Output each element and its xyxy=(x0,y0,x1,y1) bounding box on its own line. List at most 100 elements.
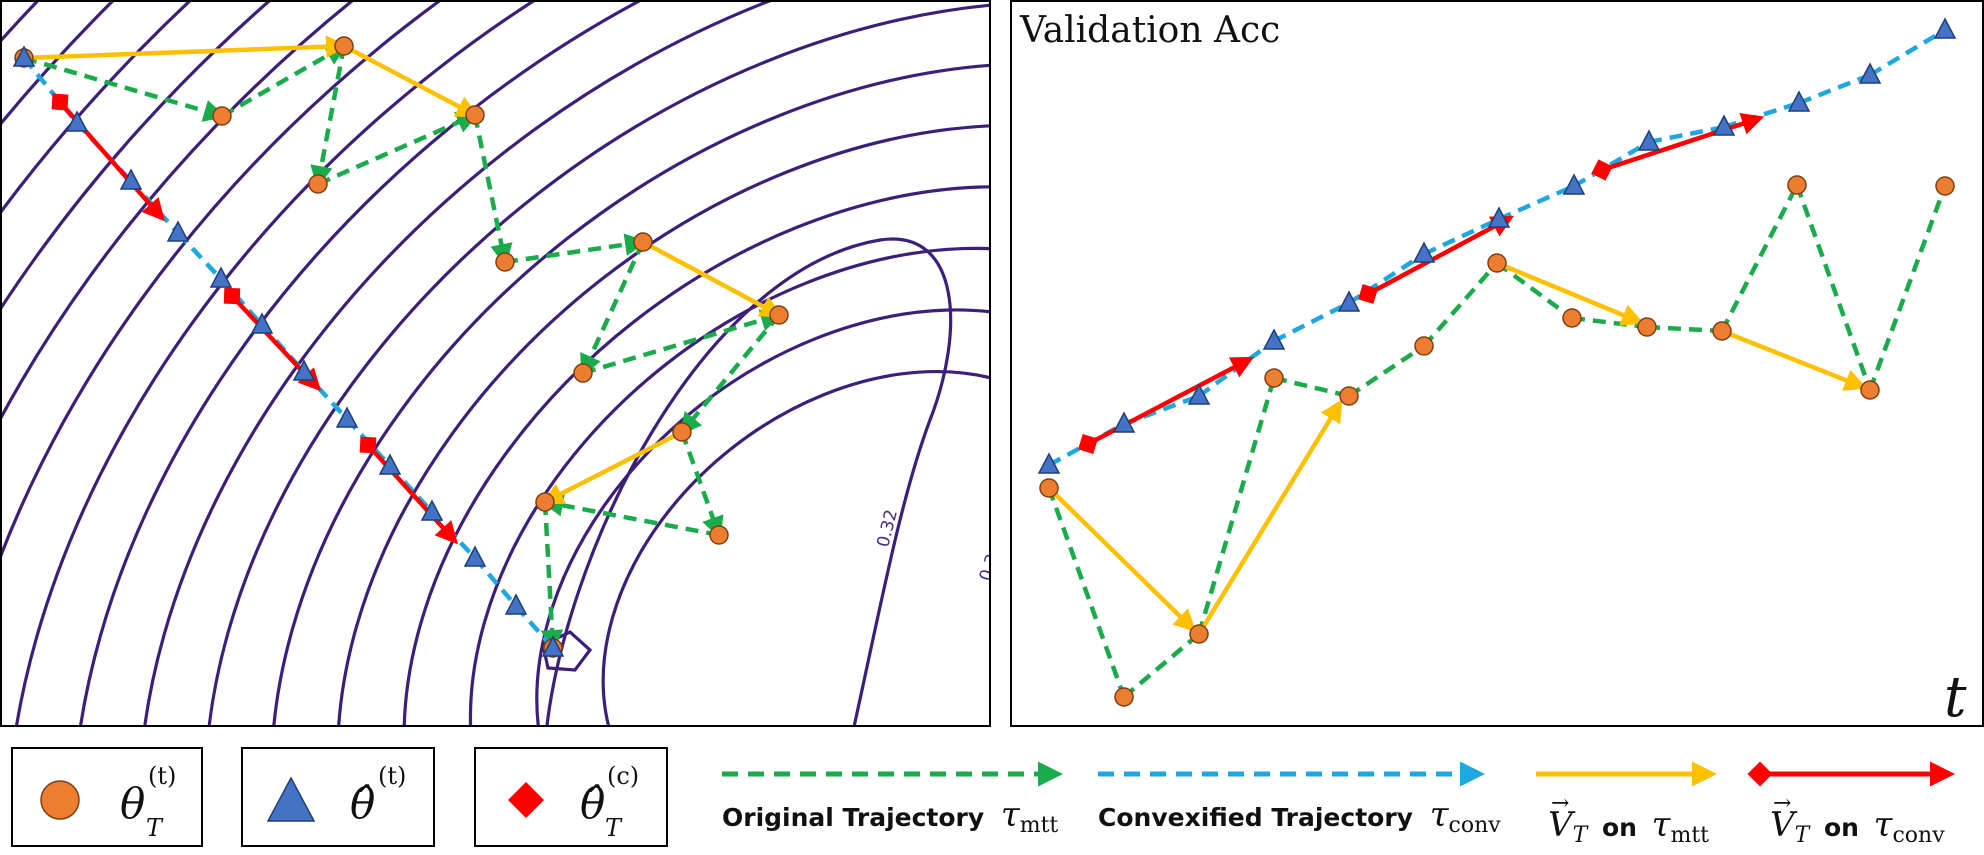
right-convex-step xyxy=(1572,140,1651,188)
legend-item-theta-hat-t: θ̂ (t) xyxy=(241,747,435,847)
blue-triangle-marker xyxy=(1787,90,1811,112)
blue-triangle-marker xyxy=(1933,17,1957,39)
legend-item-convexified-trajectory: Convexified Trajectory τconv xyxy=(1098,761,1501,838)
contour-line xyxy=(137,1,990,726)
legend-v-mtt-tau: τ xyxy=(1652,805,1672,845)
right-original-step xyxy=(1571,315,1648,330)
orange-circle-marker xyxy=(1264,368,1284,388)
legend-item-theta-t: θ (t) T xyxy=(11,747,203,847)
blue-triangle-marker xyxy=(292,359,316,381)
orange-circle-marker xyxy=(495,252,515,272)
right-original-step xyxy=(1646,324,1723,334)
blue-triangle-marker xyxy=(378,453,402,475)
legend-theta-hat-symbol: θ̂ xyxy=(350,779,375,828)
svg-text:VT on τconv: VT on τconv xyxy=(1770,805,1945,848)
right-v-mtt-arrow xyxy=(1721,328,1868,391)
blue-triangle-marker xyxy=(1187,383,1211,405)
orange-circle-icon xyxy=(40,780,80,820)
contour-line xyxy=(535,308,990,726)
orange-circle-marker xyxy=(465,105,485,125)
right-trajectories xyxy=(1037,17,1957,707)
legend-v-conv-sub: T xyxy=(1795,823,1812,848)
right-panel-validation-acc: Validation Acc t xyxy=(1010,0,1984,730)
left-original-step xyxy=(504,233,648,265)
right-v-mtt-arrow xyxy=(1047,486,1197,633)
svg-text:Convexified Trajectory: Convexified Trajectory τconv xyxy=(1098,795,1501,838)
right-convex-step xyxy=(1723,100,1800,130)
legend-v-conv-arrow: → xyxy=(1773,791,1791,816)
blue-triangle-marker xyxy=(541,635,565,657)
left-original-step xyxy=(582,309,784,376)
right-panel-frame xyxy=(1010,0,1984,727)
legend-item-v-on-conv: → VT on τconv xyxy=(1747,761,1955,848)
blue-triangle-marker xyxy=(119,168,143,190)
contour-label-032: 0.32 xyxy=(873,508,902,550)
legend-v-conv-tau-sub: conv xyxy=(1892,823,1945,848)
legend-v-mtt-arrow: → xyxy=(1551,791,1569,816)
right-convex-step xyxy=(1498,183,1575,222)
orange-circle-marker xyxy=(1039,478,1059,498)
svg-text:VT on τmtt: VT on τmtt xyxy=(1548,805,1709,848)
orange-circle-marker xyxy=(1860,380,1880,400)
right-v-conv-arrow xyxy=(1358,215,1514,304)
left-original-step xyxy=(540,494,720,538)
contour-line-inner xyxy=(545,237,953,726)
legend-original-sub: mtt xyxy=(1020,813,1059,838)
left-original-step xyxy=(679,431,724,540)
blue-triangle-marker xyxy=(1712,114,1736,136)
left-original-step xyxy=(472,114,513,267)
orange-circle-marker xyxy=(1787,175,1807,195)
right-v-conv-arrow xyxy=(1591,112,1765,181)
blue-triangle-marker xyxy=(1262,328,1286,350)
right-v-mtt-arrow xyxy=(1197,399,1343,636)
left-v-conv-arrow xyxy=(359,436,459,545)
right-original-step xyxy=(1719,183,1800,333)
right-convex-step xyxy=(1423,216,1500,257)
left-trajectories xyxy=(12,35,789,658)
legend: θ (t) T θ̂ (t) θ̂ (c) T Original Traject… xyxy=(11,747,1955,848)
legend-convexified-tau: τ xyxy=(1430,795,1450,835)
blue-triangle-marker xyxy=(1487,206,1511,228)
right-original-step xyxy=(1495,261,1574,320)
blue-triangle-marker xyxy=(1562,173,1586,195)
right-original-step xyxy=(1347,344,1426,398)
right-v-mtt-arrow xyxy=(1496,260,1645,326)
orange-circle-marker xyxy=(1935,176,1955,196)
legend-v-mtt-on: on xyxy=(1602,813,1637,842)
contour-line xyxy=(402,185,990,726)
blue-triangle-marker xyxy=(65,110,89,132)
blue-triangle-marker xyxy=(166,220,190,242)
left-original-step xyxy=(580,241,646,378)
right-original-step xyxy=(1794,184,1873,391)
contour-line xyxy=(336,123,990,726)
right-original-step xyxy=(1273,375,1350,399)
legend-original-tau: τ xyxy=(1001,795,1021,835)
contour-line xyxy=(203,1,990,726)
orange-circle-marker xyxy=(535,492,555,512)
legend-theta-hat-c-sub: T xyxy=(605,814,623,842)
blue-triangle-marker xyxy=(1037,452,1061,474)
right-v-conv-arrow xyxy=(1078,356,1254,454)
left-original-step xyxy=(310,45,347,189)
blue-triangle-marker xyxy=(1112,411,1136,433)
blue-triangle-marker xyxy=(1412,241,1436,263)
legend-v-conv-tau: τ xyxy=(1874,805,1894,845)
blue-triangle-icon xyxy=(266,776,316,822)
right-original-step xyxy=(1196,377,1277,635)
legend-item-v-on-mtt: → VT on τmtt xyxy=(1536,761,1717,848)
contour-line xyxy=(269,61,990,726)
orange-circle-marker xyxy=(769,305,789,325)
left-original-step xyxy=(317,111,480,187)
blue-triangle-marker xyxy=(1337,290,1361,312)
orange-circle-marker xyxy=(709,525,729,545)
legend-item-original-trajectory: Original Trajectory τmtt xyxy=(722,761,1063,838)
red-diamond-icon xyxy=(508,782,544,818)
right-convex-step xyxy=(1272,300,1351,344)
blue-triangle-marker xyxy=(1858,62,1882,84)
left-original-step xyxy=(679,313,781,436)
orange-circle-marker xyxy=(1114,687,1134,707)
